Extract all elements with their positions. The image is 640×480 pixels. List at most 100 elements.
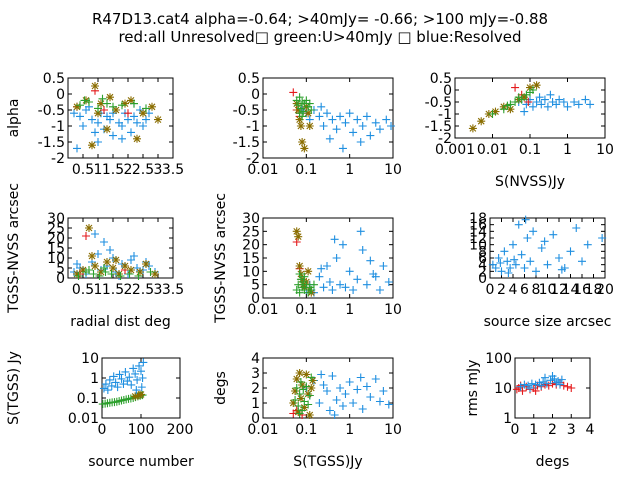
data-point (94, 104, 102, 113)
data-point (118, 134, 126, 143)
x-tick-label: 2 (124, 282, 133, 298)
data-point (139, 109, 147, 118)
data-point (105, 375, 114, 384)
x-tick-label: 0 (98, 422, 107, 438)
data-point (307, 106, 316, 114)
data-point (520, 380, 529, 389)
data-point (73, 260, 81, 268)
data-point (103, 386, 112, 395)
data-point (338, 402, 347, 410)
y-tick-label: 18 (469, 211, 487, 227)
data-point (497, 267, 506, 276)
data-point (524, 98, 533, 106)
data-point (488, 110, 497, 118)
data-point (295, 369, 304, 377)
data-point (112, 106, 120, 114)
data-point (291, 387, 300, 395)
data-point (552, 100, 561, 109)
data-point (94, 118, 102, 127)
x-axis-label: source size arcsec (484, 314, 612, 330)
series-blue (514, 90, 595, 116)
data-point (375, 286, 384, 294)
x-tick-label: 0.1 (295, 422, 317, 438)
data-point (523, 234, 532, 242)
subplot-p7: 0 100 200 10 1 0.1 0.01 source number S(TGSS) Jy (6, 351, 194, 470)
data-point (345, 109, 354, 118)
data-point (296, 122, 305, 130)
data-point (94, 250, 102, 258)
data-point (506, 264, 515, 272)
x-tick-label: 1 (345, 302, 354, 318)
y-tick-label: 16 (469, 218, 487, 234)
data-point (304, 390, 313, 398)
data-point (468, 124, 477, 133)
y-axis-label: TGSS-NVSS arcsec (6, 183, 22, 314)
y-tick-label: 5 (251, 278, 260, 294)
y-tick-label: 100 (485, 351, 512, 367)
data-point (336, 280, 345, 289)
x-tick-label: 1 (563, 142, 572, 158)
y-tick-label: -1 (51, 119, 65, 135)
data-point (366, 256, 375, 265)
data-point (80, 96, 89, 105)
data-point (356, 138, 365, 146)
data-point (319, 283, 328, 292)
data-point (543, 260, 552, 269)
data-point (366, 393, 375, 401)
data-point (528, 102, 537, 111)
plot-frame (101, 357, 181, 419)
data-point (349, 286, 358, 294)
data-point (496, 259, 505, 267)
data-point (130, 99, 138, 108)
data-point (369, 270, 378, 278)
plot-frame (262, 357, 394, 419)
series-olive (468, 81, 541, 133)
data-point (107, 270, 116, 278)
data-point (511, 83, 520, 92)
data-point (349, 128, 358, 137)
x-tick-label: 10 (384, 302, 402, 318)
data-point (332, 396, 341, 404)
x-tick-label: 0.01 (477, 142, 508, 158)
data-point (532, 98, 541, 106)
y-axis-label: alpha (6, 99, 22, 138)
data-point (295, 390, 304, 398)
x-axis-label: degs (536, 454, 570, 470)
data-point (358, 246, 367, 254)
data-point (526, 384, 534, 392)
data-point (142, 260, 150, 268)
x-tick-label: 10 (384, 162, 402, 178)
y-tick-label: -2 (51, 151, 65, 167)
y-tick-label: 1 (90, 371, 99, 387)
data-point (570, 98, 579, 106)
data-point (319, 381, 328, 389)
x-tick-label: 3.5 (162, 162, 184, 178)
data-point (151, 270, 159, 278)
data-point (106, 115, 114, 124)
y-tick-label: 10 (81, 351, 99, 367)
data-point (315, 399, 324, 407)
data-point (581, 95, 590, 104)
data-point (103, 125, 111, 134)
data-point (338, 144, 347, 153)
data-point (336, 112, 345, 121)
data-point (529, 227, 538, 236)
data-point (131, 369, 140, 378)
data-point (294, 106, 303, 114)
data-point (539, 377, 548, 386)
data-point (113, 383, 122, 392)
x-tick-label: 4 (509, 282, 518, 298)
data-point (323, 387, 332, 395)
data-point (142, 115, 150, 124)
data-point (323, 109, 332, 118)
data-point (100, 264, 108, 272)
data-point (76, 101, 84, 110)
data-point (537, 244, 546, 252)
data-point (563, 382, 572, 391)
data-point (554, 377, 563, 386)
data-point (325, 406, 334, 415)
data-point (511, 98, 520, 106)
data-point (544, 381, 553, 390)
data-point (298, 138, 307, 146)
